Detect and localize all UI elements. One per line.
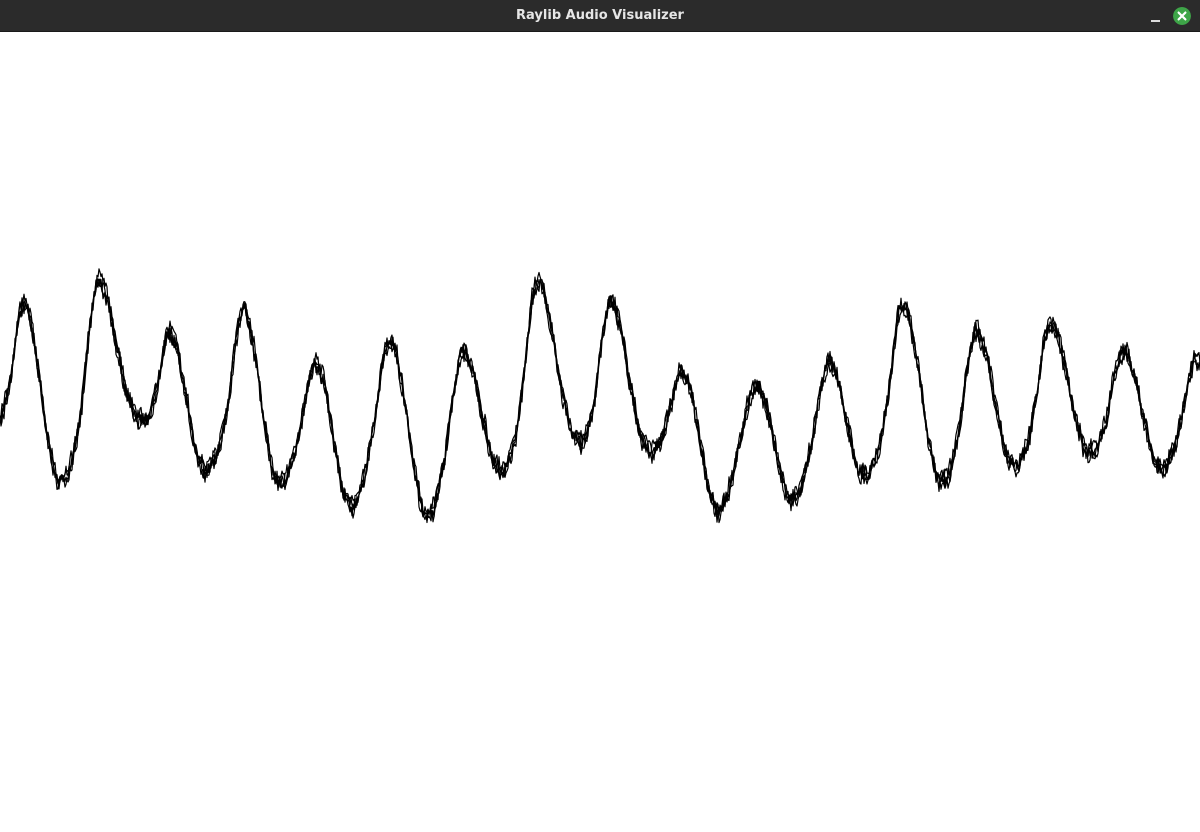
minimize-icon bbox=[1151, 20, 1160, 22]
waveform-line bbox=[0, 268, 1200, 524]
waveform-line bbox=[0, 271, 1200, 523]
title-bar[interactable]: Raylib Audio Visualizer bbox=[0, 0, 1200, 32]
waveform-line bbox=[0, 278, 1200, 518]
waveform-line bbox=[0, 278, 1200, 524]
window-title: Raylib Audio Visualizer bbox=[516, 8, 684, 23]
close-button[interactable] bbox=[1173, 7, 1191, 25]
close-icon bbox=[1173, 7, 1191, 25]
waveform-plot bbox=[0, 268, 1200, 524]
visualizer-canvas bbox=[0, 32, 1200, 832]
minimize-button[interactable] bbox=[1146, 6, 1166, 26]
